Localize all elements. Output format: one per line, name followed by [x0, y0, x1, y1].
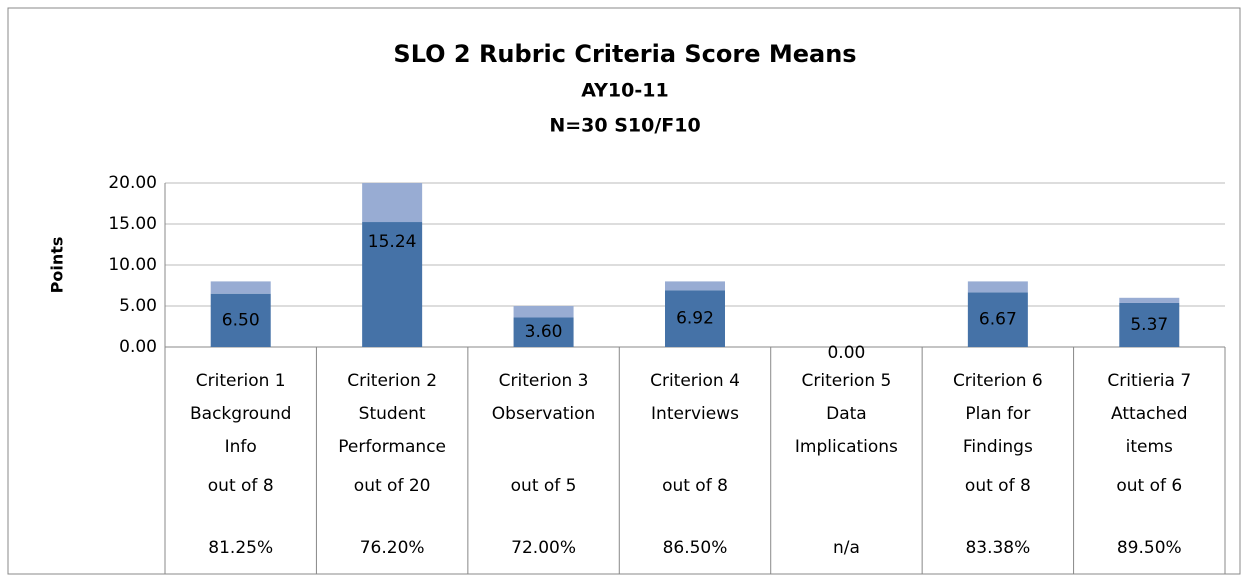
y-axis-label: Points: [48, 237, 67, 294]
table-cell: out of 8: [208, 476, 274, 496]
bar-segment: [1119, 302, 1180, 347]
x-tick-label: Criterion 6: [953, 371, 1043, 391]
x-tick-label: items: [1126, 437, 1173, 457]
y-tick-label: 5.00: [119, 296, 157, 316]
y-tick-label: 15.00: [108, 214, 157, 234]
table-cell: 81.25%: [208, 538, 273, 558]
table-cell: 76.20%: [360, 538, 425, 558]
x-tick-label: Critieria 7: [1107, 371, 1191, 391]
x-tick-label: Performance: [338, 437, 446, 457]
x-tick-label: Criterion 1: [196, 371, 286, 391]
table-cell: out of 20: [354, 476, 431, 496]
x-tick-label: Criterion 2: [347, 371, 437, 391]
table-cell: n/a: [833, 538, 860, 558]
x-tick-label: Student: [359, 404, 426, 424]
table-cell: out of 8: [662, 476, 728, 496]
x-tick-label: Criterion 3: [499, 371, 589, 391]
bar-segment: [210, 293, 271, 347]
data-label: 6.50: [222, 310, 260, 330]
x-tick-label: Implications: [795, 437, 898, 457]
x-tick-label: Findings: [963, 437, 1033, 457]
chart-subtitle: AY10-11: [581, 80, 668, 102]
bar-segment: [513, 306, 574, 318]
table-cell: out of 5: [511, 476, 577, 496]
data-label: 15.24: [368, 232, 417, 252]
data-label: 6.67: [979, 310, 1017, 330]
table-cell: out of 6: [1116, 476, 1182, 496]
table-cell: 86.50%: [663, 538, 728, 558]
bar-segment: [665, 281, 725, 291]
x-tick-label: Criterion 4: [650, 371, 740, 391]
bar-segment: [967, 292, 1028, 347]
x-tick-label: Data: [826, 404, 867, 424]
y-tick-label: 10.00: [108, 255, 157, 275]
x-tick-label: Observation: [492, 404, 596, 424]
bar-segment: [513, 317, 574, 347]
table-cell: 72.00%: [511, 538, 576, 558]
table-cell: out of 8: [965, 476, 1031, 496]
data-label: 0.00: [827, 343, 865, 363]
x-tick-label: Criterion 5: [802, 371, 892, 391]
chart-subtitle: N=30 S10/F10: [549, 115, 700, 137]
y-tick-label: 20.00: [108, 173, 157, 193]
x-tick-label: Info: [225, 437, 257, 457]
chart-title: SLO 2 Rubric Criteria Score Means: [393, 40, 856, 68]
bar-segment: [362, 222, 423, 347]
bar-segment: [210, 281, 271, 294]
bar-segment: [362, 183, 423, 223]
y-tick-label: 0.00: [119, 337, 157, 357]
bar-segment: [967, 281, 1028, 293]
x-tick-label: Background: [190, 404, 291, 424]
x-tick-label: Attached: [1111, 404, 1187, 424]
table-cell: 89.50%: [1117, 538, 1182, 558]
table-cell: 83.38%: [965, 538, 1030, 558]
x-tick-label: Interviews: [651, 404, 739, 424]
bar-segment: [665, 290, 725, 347]
data-label: 3.60: [525, 322, 563, 342]
data-label: 5.37: [1130, 315, 1168, 335]
data-label: 6.92: [676, 309, 714, 329]
bar-segment: [1119, 297, 1180, 303]
x-tick-label: Plan for: [965, 404, 1030, 424]
